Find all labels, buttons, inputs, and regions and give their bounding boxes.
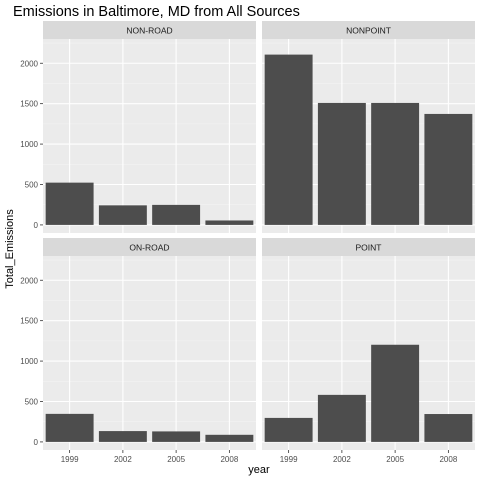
y-axis-label: Total_Emissions (4, 209, 16, 289)
bar-nonpoint-2005 (371, 102, 420, 225)
facet-strip-label: ON-ROAD (129, 243, 169, 253)
x-tick-label: 2008 (439, 455, 457, 464)
facet-strip (43, 21, 256, 39)
x-tick-label: 2005 (386, 455, 404, 464)
bar-on-road-2008 (205, 434, 254, 442)
bar-nonpoint-2008 (424, 113, 473, 225)
y-tick-label: 2000 (20, 59, 38, 68)
y-tick-label: 500 (25, 398, 39, 407)
bar-nonpoint-2002 (317, 102, 366, 225)
x-tick-label: 2008 (220, 455, 238, 464)
y-tick-label: 1000 (20, 357, 38, 366)
facet-strip-label: NON-ROAD (126, 26, 172, 36)
x-tick-label: 1999 (61, 455, 79, 464)
x-axis-label: year (248, 464, 270, 476)
bar-on-road-2005 (152, 431, 201, 442)
bar-nonpoint-1999 (264, 54, 313, 225)
facet-panel-nonpoint: NONPOINT (262, 21, 475, 233)
facet-strip (262, 21, 475, 39)
facet-panel-point: POINT 1999 2002 2005 2008 (262, 238, 475, 464)
facet-strip (43, 238, 256, 256)
y-tick-label: 500 (25, 181, 39, 190)
y-tick-label: 1500 (20, 317, 38, 326)
y-tick-label: 2000 (20, 276, 38, 285)
bar-on-road-1999 (45, 413, 94, 442)
y-tick-label: 0 (34, 221, 39, 230)
facet-panel-non-road: NON-ROAD 0 500 1000 1500 2000 (20, 21, 256, 233)
bar-non-road-2008 (205, 220, 254, 225)
chart-title: Emissions in Baltimore, MD from All Sour… (13, 4, 300, 20)
bar-point-1999 (264, 417, 313, 442)
bar-on-road-2002 (98, 431, 147, 442)
bar-point-2002 (317, 394, 366, 442)
bar-non-road-1999 (45, 182, 94, 225)
bar-point-2008 (424, 414, 473, 442)
x-tick-label: 2005 (167, 455, 185, 464)
x-tick-label: 1999 (280, 455, 298, 464)
facet-strip (262, 238, 475, 256)
bar-non-road-2005 (152, 204, 201, 225)
x-tick-label: 2002 (333, 455, 351, 464)
bar-non-road-2002 (98, 205, 147, 225)
facets: NON-ROAD 0 500 1000 1500 2000 NONPOINT ON-ROAD 0… (20, 21, 475, 464)
y-tick-label: 1000 (20, 140, 38, 149)
facet-strip-label: NONPOINT (346, 26, 391, 36)
facet-strip-label: POINT (356, 243, 382, 253)
y-tick-label: 1500 (20, 100, 38, 109)
facet-panel-on-road: ON-ROAD 0 500 1000 1500 2000 1999 2002 2005 2008 (20, 238, 256, 464)
bar-point-2005 (371, 344, 420, 442)
x-tick-label: 2002 (114, 455, 132, 464)
y-tick-label: 0 (34, 438, 39, 447)
